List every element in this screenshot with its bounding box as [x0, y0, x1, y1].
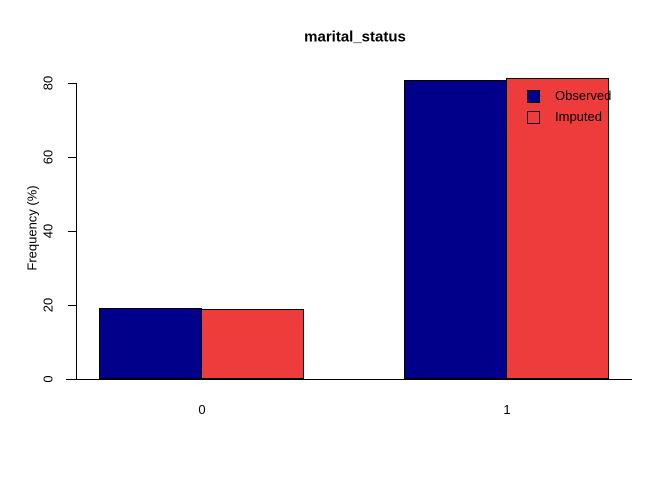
- legend-item-observed: Observed: [527, 89, 611, 103]
- y-axis-line: [76, 83, 77, 380]
- x-axis-line: [66, 379, 632, 380]
- y-tick-label: 60: [40, 149, 56, 165]
- y-tick-mark: [68, 157, 76, 158]
- legend: Observed Imputed: [527, 89, 611, 124]
- y-tick-mark: [68, 305, 76, 306]
- chart-title: marital_status: [304, 28, 406, 46]
- bar-imputed-cat1: [506, 78, 609, 379]
- bar-observed-cat1: [404, 80, 507, 379]
- y-axis-label: Frequency (%): [24, 185, 40, 271]
- y-tick-mark: [68, 83, 76, 84]
- bar-imputed-cat0: [201, 309, 304, 379]
- y-tick-mark: [68, 231, 76, 232]
- y-tick-label: 80: [40, 75, 56, 91]
- legend-swatch-observed-icon: [527, 89, 540, 103]
- x-category-label: 1: [503, 402, 511, 417]
- y-tick-label: 20: [40, 297, 56, 313]
- legend-label: Imputed: [555, 109, 602, 124]
- y-tick-mark: [68, 379, 76, 380]
- x-category-label: 0: [198, 402, 206, 417]
- legend-swatch-imputed-icon: [527, 110, 540, 124]
- y-tick-label: 40: [40, 223, 56, 239]
- bar-observed-cat0: [99, 308, 202, 379]
- legend-label: Observed: [555, 88, 612, 103]
- y-tick-label: 0: [40, 375, 56, 383]
- legend-item-imputed: Imputed: [527, 110, 611, 124]
